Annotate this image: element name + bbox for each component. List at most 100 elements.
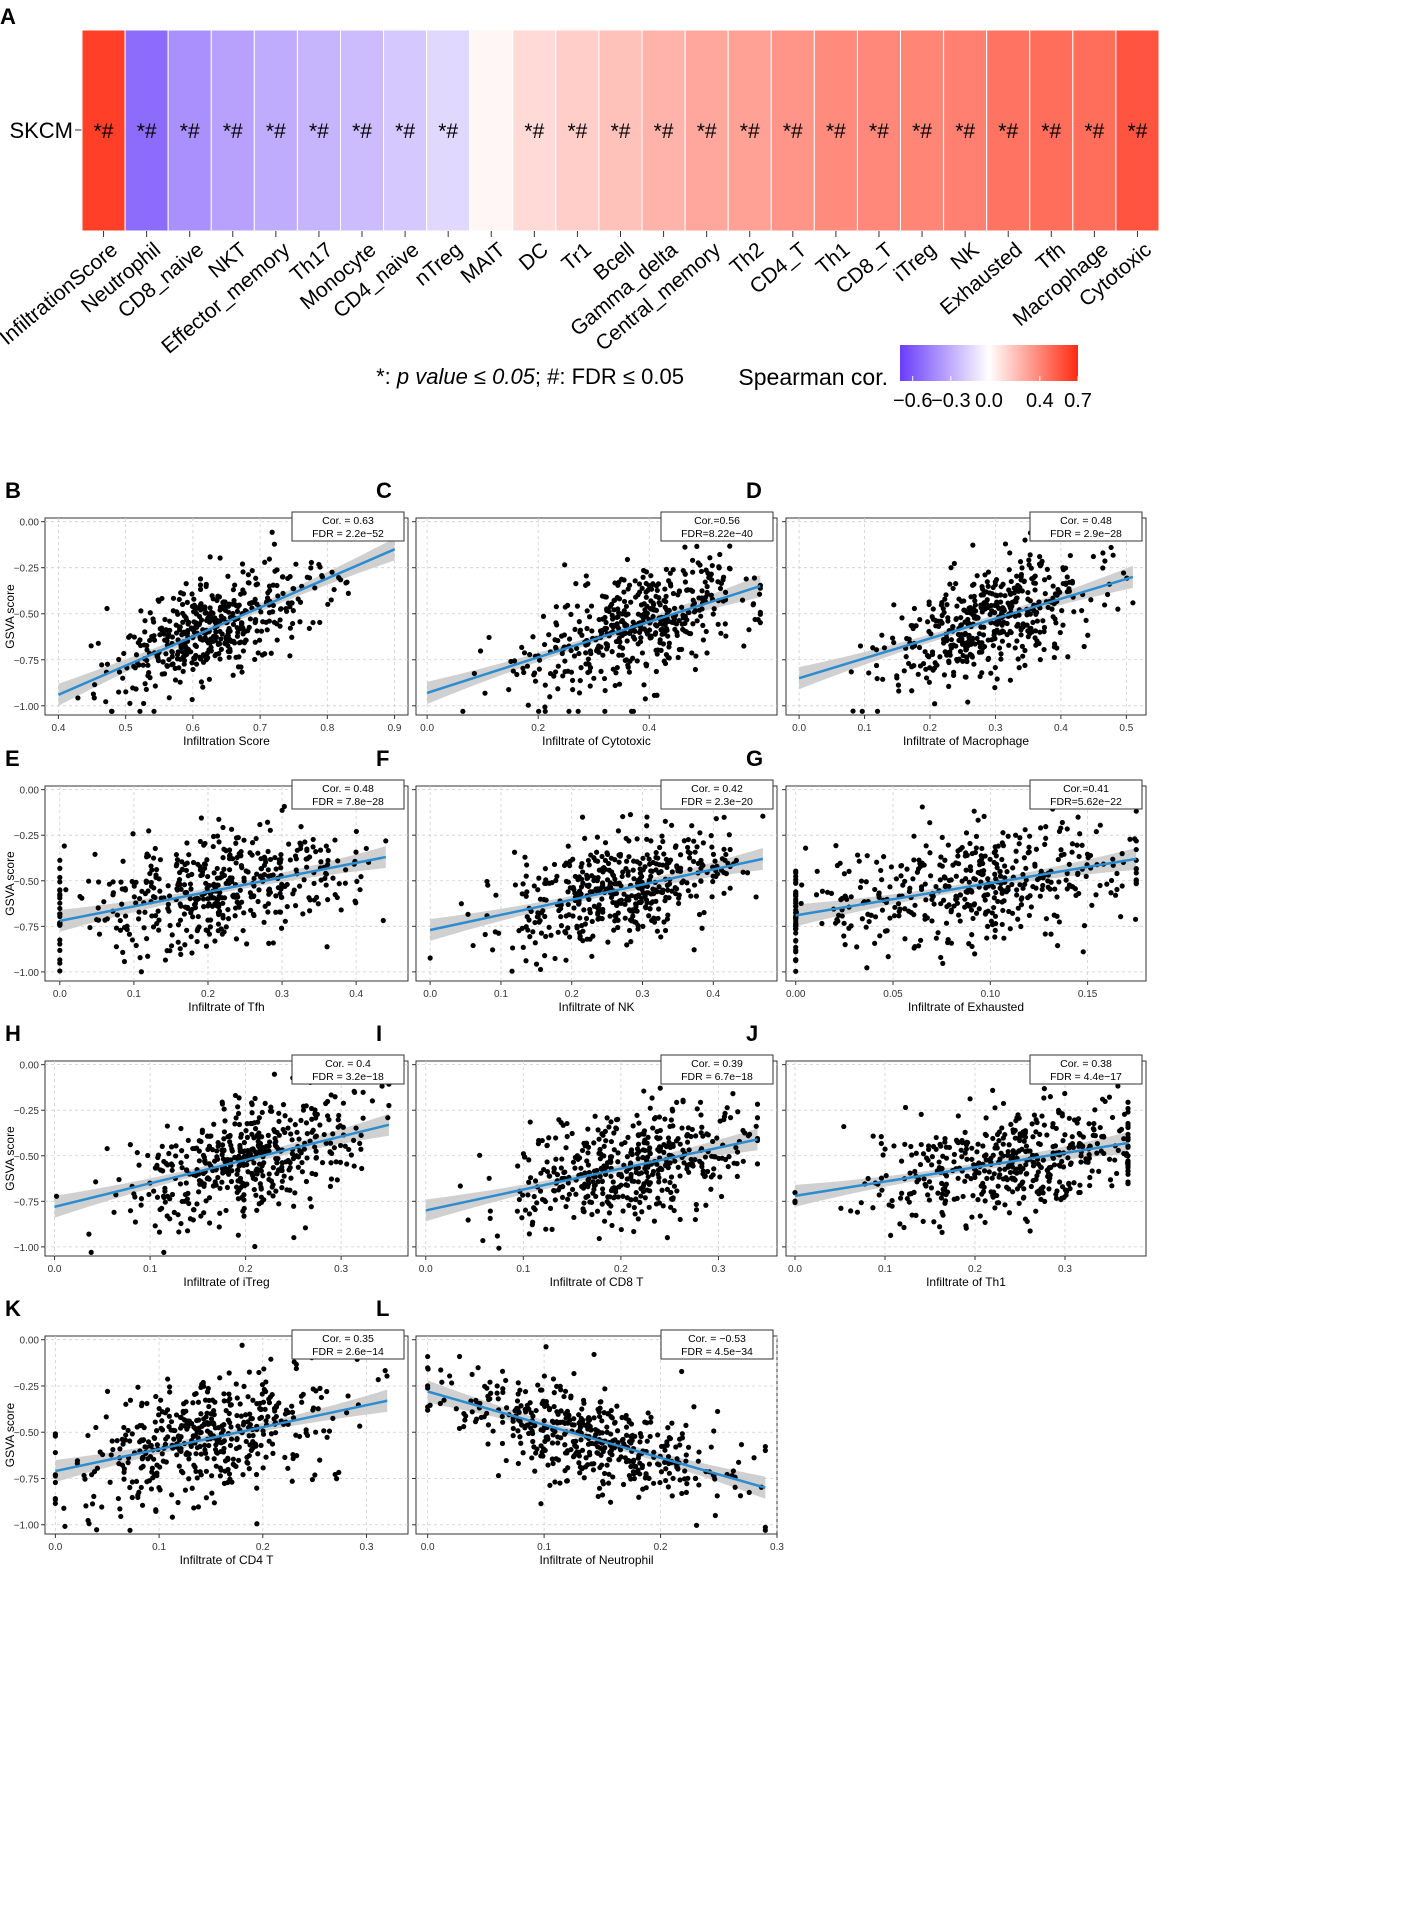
data-point	[266, 618, 272, 624]
data-point	[566, 1191, 572, 1197]
data-point	[250, 911, 257, 917]
data-point	[1059, 1184, 1066, 1190]
data-point	[636, 893, 642, 899]
y-axis-label: GSVA score	[3, 1126, 17, 1191]
data-point	[120, 949, 126, 955]
data-point	[926, 1179, 933, 1185]
data-point	[836, 912, 842, 918]
data-point	[686, 1161, 692, 1168]
data-point	[166, 695, 172, 701]
data-point	[166, 893, 173, 899]
data-point	[221, 1106, 227, 1112]
data-point	[222, 1118, 228, 1124]
data-point	[656, 1114, 663, 1120]
data-point	[229, 1146, 235, 1152]
data-point	[792, 1198, 798, 1204]
data-point	[923, 843, 929, 849]
data-point	[656, 1179, 662, 1185]
data-point	[1040, 882, 1046, 889]
data-point	[697, 1099, 704, 1105]
legend-tick-label: −0.3	[931, 390, 970, 412]
data-point	[256, 1144, 262, 1150]
data-point	[933, 883, 939, 890]
data-point	[682, 544, 688, 550]
data-point	[252, 639, 258, 645]
data-point	[1050, 614, 1056, 620]
x-axis-label: Infiltrate of Tfh	[188, 1000, 264, 1014]
data-point	[892, 904, 898, 910]
data-point	[1060, 567, 1067, 573]
data-point	[1033, 1129, 1039, 1135]
data-point	[577, 915, 583, 921]
data-point	[1068, 1160, 1074, 1166]
x-tick-label: 0.4	[706, 989, 720, 1000]
data-point	[537, 917, 543, 924]
x-tick-label: 0.3	[989, 723, 1003, 734]
data-point	[693, 1133, 699, 1139]
data-point	[1064, 886, 1070, 892]
data-point	[1015, 1112, 1021, 1118]
data-point	[978, 592, 984, 598]
data-point	[669, 869, 675, 875]
data-point	[278, 1167, 284, 1173]
data-point	[1007, 1169, 1013, 1176]
data-point	[667, 570, 673, 576]
data-point	[975, 817, 981, 823]
data-point	[1025, 634, 1031, 640]
data-point	[666, 895, 672, 901]
data-point	[353, 849, 359, 855]
data-point	[182, 904, 188, 910]
data-point	[1015, 905, 1021, 911]
data-point	[241, 1213, 247, 1219]
data-point	[131, 880, 137, 887]
data-point	[1020, 653, 1026, 659]
data-point	[177, 1181, 184, 1187]
x-axis-label: Infiltrate of NK	[558, 1000, 634, 1014]
x-tick-label: 0.2	[201, 989, 215, 1000]
data-point	[241, 1139, 248, 1146]
data-point	[221, 1148, 227, 1154]
data-point	[279, 1178, 285, 1184]
data-point	[946, 877, 952, 884]
data-point	[580, 880, 586, 886]
data-point	[230, 587, 236, 593]
data-point	[684, 1139, 691, 1145]
data-point	[547, 694, 553, 700]
data-point	[679, 604, 685, 610]
data-point	[650, 886, 656, 892]
x-tick-label: 0.5	[119, 723, 133, 734]
data-point	[240, 1148, 246, 1155]
data-point	[307, 1138, 313, 1144]
data-point	[609, 612, 615, 618]
data-point	[232, 1092, 239, 1099]
data-point	[753, 1123, 759, 1129]
data-point	[987, 856, 993, 862]
data-point	[1041, 646, 1047, 653]
data-point	[932, 701, 938, 707]
data-point	[722, 589, 729, 595]
x-tick-label: 0.0	[48, 1542, 62, 1553]
data-point	[353, 900, 359, 906]
data-point	[621, 589, 627, 595]
data-point	[991, 895, 997, 901]
data-point	[121, 1476, 127, 1482]
data-point	[973, 845, 979, 851]
data-point	[710, 1138, 716, 1145]
data-point	[1083, 617, 1089, 624]
data-point	[575, 890, 582, 896]
data-point	[906, 660, 912, 667]
data-point	[615, 638, 621, 644]
data-point	[896, 913, 902, 919]
data-point	[688, 1133, 694, 1140]
data-point	[1034, 1119, 1040, 1126]
data-point	[591, 675, 597, 681]
data-point	[163, 651, 169, 657]
x-tick-label: 0.6	[186, 723, 200, 734]
data-point	[195, 913, 201, 920]
data-point	[613, 1125, 619, 1131]
data-point	[669, 1108, 676, 1114]
data-point	[962, 619, 968, 625]
data-point	[576, 619, 582, 625]
data-point	[524, 889, 530, 895]
